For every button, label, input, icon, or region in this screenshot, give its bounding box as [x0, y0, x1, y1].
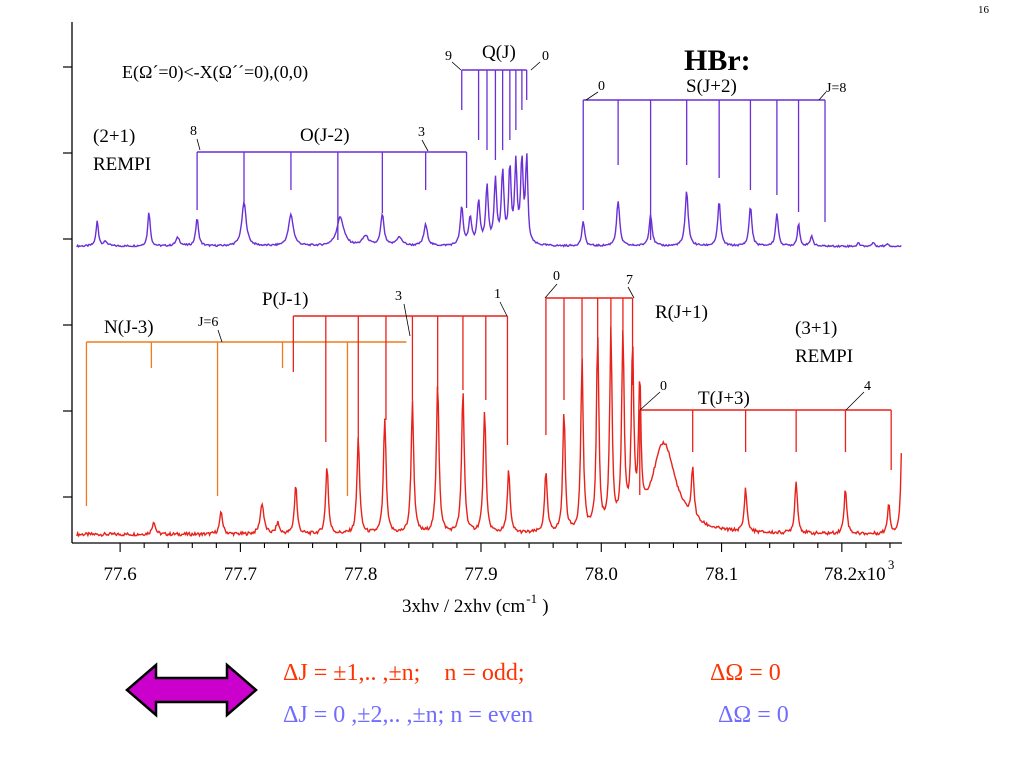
branch-last-j: J=8 [826, 81, 846, 96]
x-axis-label-exponent: -1 [526, 591, 537, 606]
branch-last-j: 7 [626, 273, 633, 288]
branch-first-j: 0 [553, 269, 560, 284]
transition-label: E(Ω´=0)<-X(Ω´´=0),(0,0) [122, 62, 308, 83]
series-label: (3+1) [795, 318, 837, 339]
branch-last-j: 1 [494, 287, 501, 302]
series-line [76, 326, 902, 538]
leader-line [421, 139, 429, 152]
leader-line [451, 61, 462, 71]
branch-label: Q(J) [482, 42, 516, 63]
leader-line [196, 138, 201, 151]
slide-number: 16 [978, 4, 989, 16]
branch-last-j: 0 [542, 49, 549, 64]
branch-first-j: 8 [190, 124, 197, 139]
branch-label: P(J-1) [262, 289, 308, 310]
series-label: REMPI [795, 346, 853, 367]
branch-last-j: 3 [395, 289, 402, 304]
leader-line [639, 391, 661, 411]
branch-label: O(J-2) [300, 125, 350, 146]
branch-first-j: 0 [598, 79, 605, 94]
branch-label: T(J+3) [698, 388, 750, 409]
rule-odd-condition: ΔΩ = 0 [710, 660, 781, 686]
branch-label: N(J-3) [104, 317, 154, 338]
x-tick-label: 77.9 [464, 564, 497, 585]
branch-last-j: 3 [418, 125, 425, 140]
series-line [76, 153, 902, 249]
x-axis-label: 3xhν / 2xhν (cm [402, 596, 525, 617]
branch-label: R(J+1) [655, 302, 708, 323]
x-tick-label: 77.6 [103, 564, 136, 585]
chart-title: HBr: [684, 44, 751, 77]
rule-odd-line: ΔJ = ±1,.. ,±n; n = odd; [283, 660, 525, 686]
leader-line [530, 61, 541, 71]
leader-line [818, 91, 827, 101]
x-tick-label: 78.1 [705, 564, 738, 585]
leader-line [845, 391, 865, 411]
branch-last-j: 4 [864, 379, 871, 394]
leader-line [544, 283, 558, 299]
branch-first-j: 0 [660, 379, 667, 394]
leader-line [627, 286, 635, 299]
x-multiplier-exponent: 3 [888, 557, 895, 572]
x-tick-label: 78.0 [585, 564, 618, 585]
leader-line [403, 303, 411, 337]
branch-last-j: J=6 [198, 315, 218, 330]
series-label: REMPI [93, 154, 151, 175]
rule-even-condition: ΔΩ = 0 [718, 702, 789, 728]
leader-line [585, 91, 599, 101]
leader-line [499, 301, 508, 317]
x-axis-label-close: ) [542, 596, 548, 617]
branch-label: S(J+2) [686, 76, 737, 97]
rule-even-line: ΔJ = 0 ,±2,.. ,±n; n = even [283, 702, 534, 728]
x-tick-label: 78.2x10 [824, 564, 886, 585]
double-arrow-icon [125, 662, 258, 718]
x-tick-label: 77.7 [224, 564, 257, 585]
leader-line [217, 329, 223, 343]
x-tick-label: 77.8 [344, 564, 377, 585]
branch-first-j: 9 [445, 49, 452, 64]
series-label: (2+1) [93, 126, 135, 147]
